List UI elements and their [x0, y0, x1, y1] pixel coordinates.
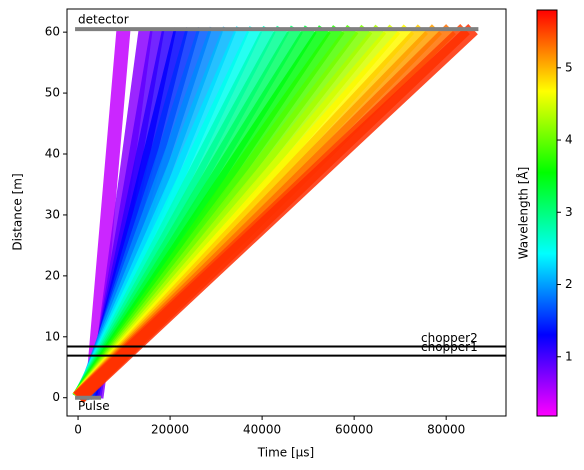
- colorbar-tick-label: 3: [565, 205, 573, 219]
- x-axis-label: Time [µs]: [257, 446, 314, 460]
- x-tick-label: 60000: [335, 423, 373, 437]
- y-tick-label: 10: [45, 329, 60, 343]
- chopper-label: chopper2: [421, 331, 478, 345]
- y-axis-label: Distance [m]: [11, 173, 25, 250]
- neutron-ray: [84, 28, 131, 399]
- y-tick-label: 40: [45, 147, 60, 161]
- neutron-ray: [74, 23, 478, 403]
- x-tick-label: 0: [74, 423, 82, 437]
- colorbar: [536, 9, 558, 417]
- y-tick-label: 30: [45, 207, 60, 221]
- colorbar-tick-label: 4: [565, 133, 573, 147]
- x-tick-label: 20000: [151, 423, 189, 437]
- x-tick-label: 40000: [243, 423, 281, 437]
- detector-label: detector: [78, 13, 129, 27]
- colorbar-tick-label: 1: [565, 349, 573, 363]
- chopper-label: chopper1: [421, 340, 478, 354]
- colorbar-tick-label: 2: [565, 277, 573, 291]
- colorbar-tick-label: 5: [565, 60, 573, 74]
- pulse-label: Pulse: [78, 399, 110, 413]
- y-tick-label: 20: [45, 268, 60, 282]
- y-tick-label: 50: [45, 86, 60, 100]
- y-tick-label: 60: [45, 25, 60, 39]
- x-tick-label: 80000: [427, 423, 465, 437]
- plot-frame: [66, 8, 507, 417]
- colorbar-label: Wavelength [Å]: [516, 167, 531, 260]
- y-tick-label: 0: [52, 390, 60, 404]
